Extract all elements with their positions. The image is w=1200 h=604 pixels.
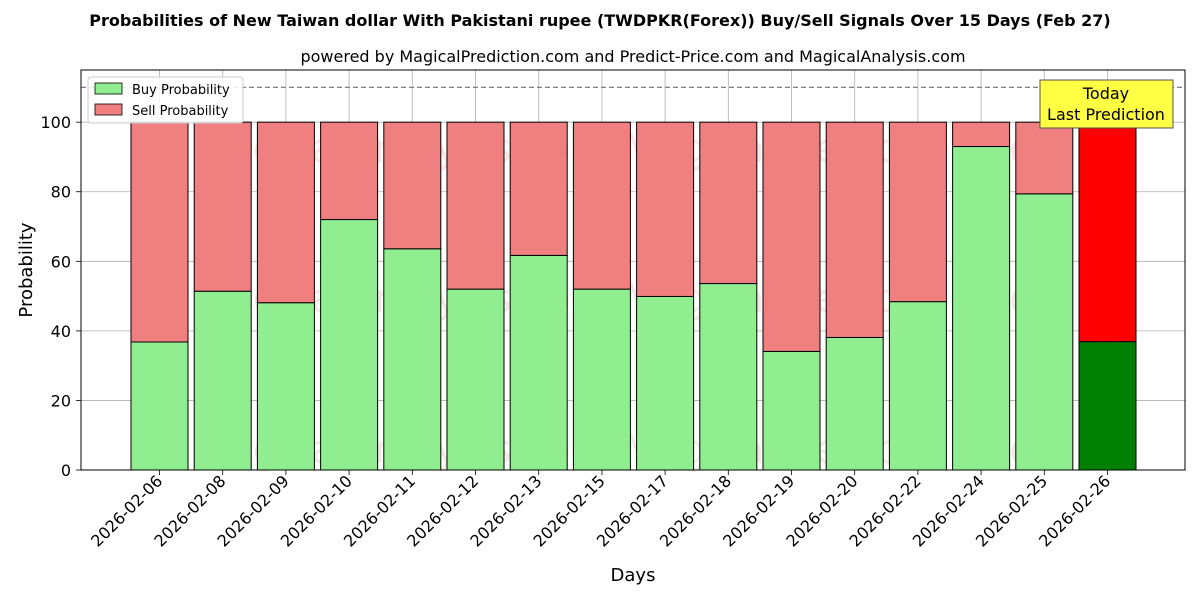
buy-bar bbox=[193, 290, 252, 471]
y-tick-label: 60 bbox=[51, 252, 71, 271]
legend-label-buy: Buy Probability bbox=[132, 83, 230, 98]
sell-bar bbox=[636, 121, 695, 297]
y-axis-label: Probability bbox=[16, 222, 37, 317]
y-tick-label: 40 bbox=[51, 322, 71, 341]
legend-swatch-buy bbox=[94, 82, 123, 95]
y-tick-label: 80 bbox=[51, 183, 71, 202]
x-axis-label: Days bbox=[611, 565, 656, 586]
buy-bar bbox=[572, 288, 631, 471]
sell-bar bbox=[130, 121, 189, 343]
sell-bar bbox=[699, 121, 758, 285]
buy-bar bbox=[762, 350, 821, 471]
buy-bar bbox=[1078, 341, 1137, 471]
sell-bar bbox=[952, 121, 1011, 148]
y-tick-label: 100 bbox=[40, 113, 71, 132]
sell-bar bbox=[383, 121, 442, 250]
buy-bar bbox=[130, 341, 189, 471]
annotation-line-1: Today bbox=[1082, 84, 1129, 103]
buy-bar bbox=[320, 219, 379, 471]
sell-bar bbox=[193, 121, 252, 292]
chart-title: Probabilities of New Taiwan dollar With … bbox=[89, 11, 1110, 30]
buy-bar bbox=[636, 295, 695, 471]
sell-bar bbox=[256, 121, 315, 304]
buy-bar bbox=[825, 336, 884, 471]
sell-bar bbox=[825, 121, 884, 338]
sell-bar bbox=[762, 121, 821, 352]
y-tick-label: 20 bbox=[51, 391, 71, 410]
sell-bar bbox=[446, 121, 505, 290]
sell-bar bbox=[1015, 121, 1074, 195]
buy-bar bbox=[1015, 193, 1074, 471]
legend-label-sell: Sell Probability bbox=[132, 104, 229, 119]
plot-frame bbox=[80, 69, 1186, 471]
buy-bar bbox=[509, 254, 568, 471]
sell-bar bbox=[572, 121, 631, 290]
buy-bar bbox=[888, 301, 947, 471]
legend-box bbox=[87, 76, 244, 124]
chart-subtitle: powered by MagicalPrediction.com and Pre… bbox=[300, 47, 965, 66]
buy-bar bbox=[383, 248, 442, 471]
y-tick-label: 0 bbox=[61, 461, 71, 480]
buy-bar bbox=[952, 146, 1011, 471]
annotation-box bbox=[1039, 79, 1174, 129]
sell-bar bbox=[1078, 121, 1137, 343]
legend-swatch-sell bbox=[94, 103, 123, 116]
buy-bar bbox=[446, 288, 505, 471]
annotation-line-2: Last Prediction bbox=[1047, 105, 1165, 124]
sell-bar bbox=[320, 121, 379, 221]
sell-bar bbox=[888, 121, 947, 303]
buy-bar bbox=[256, 302, 315, 471]
sell-bar bbox=[509, 121, 568, 256]
buy-bar bbox=[699, 283, 758, 471]
